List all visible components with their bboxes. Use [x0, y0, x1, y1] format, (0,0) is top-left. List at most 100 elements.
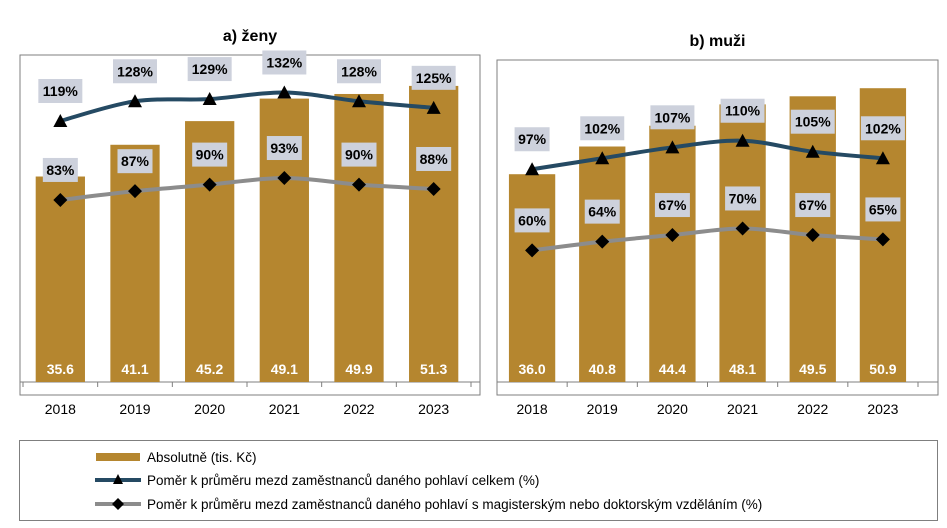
- bar-value-label-women-2020: 45.2: [196, 361, 223, 377]
- marker-total-men-2020: [665, 140, 680, 154]
- bar-value-label-men-2018: 36.0: [518, 361, 545, 377]
- x-tick-label-women-2018: 2018: [45, 401, 76, 417]
- total-label-box-women-2022: [337, 59, 381, 84]
- degree-value-label-women-2018: 83%: [46, 162, 75, 178]
- total-label-box-women-2020: [187, 57, 232, 82]
- bar-value-label-men-2021: 48.1: [729, 361, 756, 377]
- marker-total-men-2018: [525, 162, 540, 176]
- bar-value-label-women-2023: 51.3: [420, 361, 447, 377]
- degree-label-box-women-2021: [266, 136, 302, 161]
- degree-value-label-women-2021: 93%: [270, 140, 299, 156]
- legend-total-swatch: [95, 474, 141, 484]
- total-label-box-men-2020: [650, 105, 695, 130]
- marker-total-men-2021: [735, 133, 750, 147]
- x-tick-label-women-2021: 2021: [269, 401, 300, 417]
- degree-label-box-men-2021: [725, 186, 761, 211]
- degree-label-box-women-2018: [42, 157, 78, 182]
- legend-label-total: Poměr k průměru mezd zaměstnanců daného …: [147, 472, 540, 488]
- marker-degree-men-2023: [875, 232, 890, 247]
- total-label-box-men-2023: [860, 116, 905, 141]
- degree-label-box-men-2018: [514, 208, 550, 233]
- marker-total-women-2021: [277, 85, 292, 99]
- bar-women-2023: [409, 85, 459, 383]
- chart-title-men: b) muži: [689, 33, 746, 50]
- degree-label-box-men-2019: [584, 199, 620, 224]
- degree-label-box-women-2020: [192, 142, 228, 167]
- x-tick-label-men-2023: 2023: [867, 401, 898, 417]
- total-value-label-women-2019: 128%: [117, 63, 153, 79]
- x-tick-label-women-2022: 2022: [343, 401, 374, 417]
- total-value-label-women-2023: 125%: [416, 70, 452, 86]
- x-tick-label-women-2023: 2023: [418, 401, 449, 417]
- bar-value-label-men-2023: 50.9: [869, 361, 896, 377]
- total-label-box-men-2019: [580, 116, 625, 141]
- total-value-label-men-2022: 105%: [795, 114, 831, 130]
- degree-value-label-men-2018: 60%: [518, 212, 547, 228]
- marker-degree-women-2020: [202, 177, 217, 192]
- plot-frame-men: [496, 59, 939, 396]
- marker-degree-men-2019: [595, 234, 610, 249]
- marker-degree-men-2022: [805, 228, 820, 243]
- x-tick-label-women-2019: 2019: [119, 401, 150, 417]
- bar-men-2021: [719, 104, 766, 382]
- marker-total-men-2022: [805, 144, 820, 158]
- bar-value-label-women-2021: 49.1: [271, 361, 298, 377]
- total-label-box-women-2018: [38, 78, 83, 103]
- bar-value-label-men-2022: 49.5: [799, 361, 826, 377]
- bar-women-2022: [334, 93, 384, 382]
- degree-label-box-women-2023: [416, 146, 452, 171]
- total-label-box-women-2019: [113, 59, 157, 84]
- legend-degree-swatch: [95, 498, 141, 510]
- line-total-men: [531, 138, 884, 172]
- bar-women-2019: [110, 144, 160, 382]
- degree-label-box-men-2020: [654, 193, 690, 218]
- degree-value-label-men-2021: 70%: [729, 190, 758, 206]
- total-value-label-men-2023: 102%: [865, 120, 901, 136]
- degree-value-label-men-2020: 67%: [658, 197, 687, 213]
- marker-degree-men-2020: [665, 228, 680, 243]
- marker-degree-women-2019: [128, 184, 142, 199]
- degree-value-label-men-2022: 67%: [799, 197, 828, 213]
- bar-men-2020: [649, 125, 696, 382]
- total-value-label-women-2018: 119%: [43, 83, 79, 99]
- total-label-box-men-2022: [790, 109, 835, 134]
- total-value-label-men-2018: 97%: [518, 131, 547, 147]
- marker-total-women-2018: [53, 113, 68, 127]
- x-tick-label-men-2018: 2018: [517, 401, 548, 417]
- legend-label-degree: Poměr k průměru mezd zaměstnanců daného …: [147, 496, 763, 512]
- marker-degree-men-2021: [735, 221, 750, 236]
- degree-label-box-men-2022: [795, 193, 831, 218]
- x-tick-label-women-2020: 2020: [194, 401, 225, 417]
- marker-degree-men-2018: [525, 243, 540, 258]
- marker-total-men-2023: [875, 151, 890, 165]
- degree-value-label-women-2022: 90%: [345, 147, 374, 163]
- total-value-label-women-2022: 128%: [341, 63, 377, 79]
- bar-value-label-men-2020: 44.4: [659, 361, 686, 377]
- marker-degree-women-2023: [426, 181, 441, 196]
- x-tick-label-men-2019: 2019: [587, 401, 618, 417]
- total-value-label-men-2020: 107%: [655, 109, 691, 125]
- legend: Absolutně (tis. Kč) Poměr k průměru mezd…: [19, 440, 938, 521]
- degree-value-label-women-2023: 88%: [420, 151, 449, 167]
- bar-men-2018: [508, 174, 556, 382]
- line-total-women: [59, 90, 434, 123]
- degree-label-box-women-2019: [117, 149, 153, 174]
- marker-total-women-2022: [352, 94, 366, 108]
- legend-bar-swatch: [96, 453, 140, 461]
- degree-value-label-women-2019: 87%: [121, 153, 150, 169]
- total-value-label-men-2019: 102%: [584, 120, 620, 136]
- marker-total-women-2019: [128, 94, 142, 108]
- x-tick-label-men-2022: 2022: [797, 401, 828, 417]
- line-degree-men: [531, 226, 884, 253]
- bar-men-2019: [579, 146, 626, 382]
- total-label-box-women-2023: [411, 65, 456, 90]
- bar-value-label-women-2018: 35.6: [47, 361, 74, 377]
- degree-value-label-women-2020: 90%: [196, 147, 225, 163]
- marker-total-women-2023: [426, 100, 441, 114]
- marker-degree-women-2018: [53, 192, 68, 207]
- total-value-label-women-2020: 129%: [192, 61, 228, 77]
- total-label-box-women-2021: [262, 50, 307, 75]
- x-tick-label-men-2020: 2020: [657, 401, 688, 417]
- bar-value-label-women-2019: 41.1: [121, 361, 148, 377]
- chart-title-women: a) ženy: [222, 28, 278, 45]
